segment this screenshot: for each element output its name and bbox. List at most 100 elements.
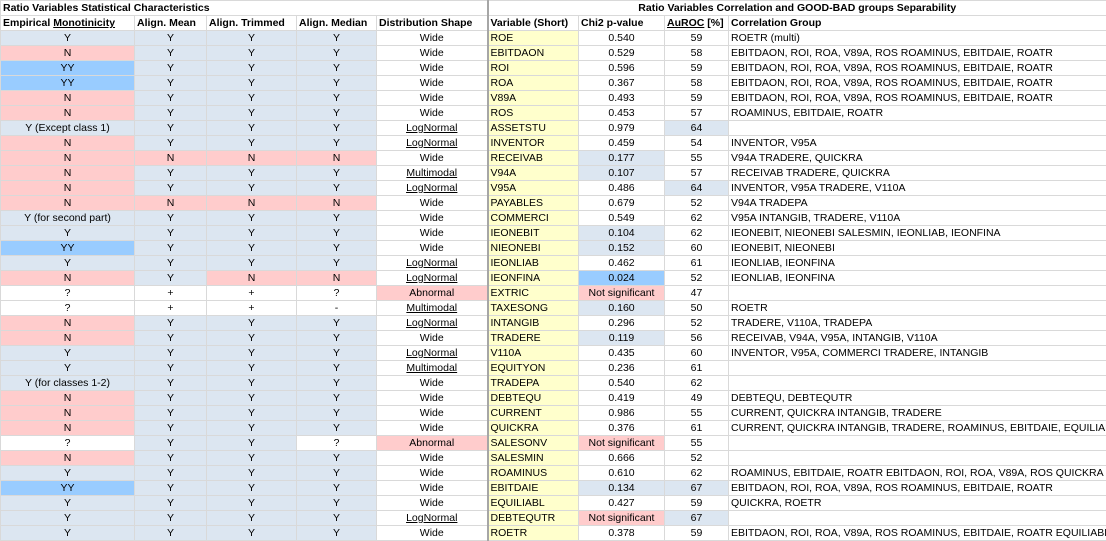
cell-align-mean[interactable]: Y	[134, 435, 207, 451]
cell-correlation-group[interactable]: RECEIVAB, V94A, V95A, INTANGIB, V110A	[727, 330, 1106, 346]
cell-correlation-group[interactable]	[727, 375, 1106, 391]
cell-distribution-shape[interactable]: Wide	[376, 495, 488, 511]
cell-monotonicity[interactable]: YY	[0, 60, 135, 76]
cell-correlation-group[interactable]: IEONLIAB, IEONFINA	[727, 270, 1106, 286]
cell-variable[interactable]: IEONLIAB	[486, 255, 579, 271]
cell-align-trimmed[interactable]: +	[206, 285, 297, 301]
cell-monotonicity[interactable]: Y	[0, 30, 135, 46]
cell-monotonicity[interactable]: N	[0, 180, 135, 196]
cell-align-median[interactable]: Y	[296, 405, 377, 421]
cell-chi2[interactable]: 0.453	[578, 105, 665, 121]
cell-variable[interactable]: ROE	[486, 30, 579, 46]
cell-correlation-group[interactable]: IEONEBIT, NIEONEBI	[727, 240, 1106, 256]
cell-align-median[interactable]: Y	[296, 45, 377, 61]
header-align-trimmed[interactable]: Align. Trimmed	[206, 15, 297, 31]
cell-align-trimmed[interactable]: Y	[206, 330, 297, 346]
cell-auroc[interactable]: 56	[664, 330, 729, 346]
cell-monotonicity[interactable]: Y	[0, 495, 135, 511]
cell-align-mean[interactable]: +	[134, 285, 207, 301]
cell-chi2[interactable]: 0.540	[578, 30, 665, 46]
cell-distribution-shape[interactable]: Wide	[376, 210, 488, 226]
cell-align-trimmed[interactable]: N	[206, 150, 297, 166]
cell-variable[interactable]: ROI	[486, 60, 579, 76]
cell-align-trimmed[interactable]: Y	[206, 420, 297, 436]
cell-align-median[interactable]: Y	[296, 465, 377, 481]
cell-monotonicity[interactable]: N	[0, 45, 135, 61]
cell-align-mean[interactable]: N	[134, 195, 207, 211]
cell-auroc[interactable]: 55	[664, 435, 729, 451]
cell-align-trimmed[interactable]: Y	[206, 210, 297, 226]
cell-variable[interactable]: COMMERCI	[486, 210, 579, 226]
cell-auroc[interactable]: 55	[664, 405, 729, 421]
cell-auroc[interactable]: 64	[664, 120, 729, 136]
cell-align-trimmed[interactable]: Y	[206, 495, 297, 511]
cell-monotonicity[interactable]: N	[0, 195, 135, 211]
cell-auroc[interactable]: 64	[664, 180, 729, 196]
cell-auroc[interactable]: 50	[664, 300, 729, 316]
cell-correlation-group[interactable]: RECEIVAB TRADERE, QUICKRA	[727, 165, 1106, 181]
cell-monotonicity[interactable]: ?	[0, 435, 135, 451]
cell-variable[interactable]: TAXESONG	[486, 300, 579, 316]
cell-monotonicity[interactable]: YY	[0, 75, 135, 91]
cell-align-mean[interactable]: Y	[134, 360, 207, 376]
cell-correlation-group[interactable]: TRADERE, V110A, TRADEPA	[727, 315, 1106, 331]
cell-chi2[interactable]: 0.104	[578, 225, 665, 241]
cell-variable[interactable]: ROETR	[486, 525, 579, 541]
cell-correlation-group[interactable]	[727, 120, 1106, 136]
cell-align-mean[interactable]: Y	[134, 75, 207, 91]
cell-variable[interactable]: INVENTOR	[486, 135, 579, 151]
cell-align-mean[interactable]: Y	[134, 30, 207, 46]
cell-align-trimmed[interactable]: Y	[206, 315, 297, 331]
cell-align-median[interactable]: Y	[296, 375, 377, 391]
cell-align-mean[interactable]: Y	[134, 270, 207, 286]
cell-monotonicity[interactable]: Y	[0, 225, 135, 241]
cell-monotonicity[interactable]: N	[0, 90, 135, 106]
cell-auroc[interactable]: 57	[664, 105, 729, 121]
cell-align-trimmed[interactable]: Y	[206, 45, 297, 61]
cell-monotonicity[interactable]: N	[0, 135, 135, 151]
cell-distribution-shape[interactable]: LogNormal	[376, 315, 488, 331]
cell-align-median[interactable]: Y	[296, 135, 377, 151]
cell-auroc[interactable]: 54	[664, 135, 729, 151]
cell-variable[interactable]: EQUILIABL	[486, 495, 579, 511]
cell-chi2[interactable]: 0.024	[578, 270, 665, 286]
cell-variable[interactable]: INTANGIB	[486, 315, 579, 331]
cell-chi2[interactable]: 0.979	[578, 120, 665, 136]
cell-align-median[interactable]: Y	[296, 495, 377, 511]
cell-monotonicity[interactable]: ?	[0, 300, 135, 316]
cell-align-mean[interactable]: Y	[134, 225, 207, 241]
cell-monotonicity[interactable]: Y	[0, 510, 135, 526]
cell-variable[interactable]: EQUITYON	[486, 360, 579, 376]
cell-auroc[interactable]: 52	[664, 270, 729, 286]
cell-align-median[interactable]: Y	[296, 390, 377, 406]
cell-variable[interactable]: DEBTEQU	[486, 390, 579, 406]
cell-auroc[interactable]: 60	[664, 240, 729, 256]
cell-align-trimmed[interactable]: Y	[206, 105, 297, 121]
cell-align-mean[interactable]: +	[134, 300, 207, 316]
cell-correlation-group[interactable]: QUICKRA, ROETR	[727, 495, 1106, 511]
title-left[interactable]: Ratio Variables Statistical Characterist…	[0, 0, 488, 16]
cell-align-median[interactable]: Y	[296, 120, 377, 136]
cell-variable[interactable]: DEBTEQUTR	[486, 510, 579, 526]
cell-align-trimmed[interactable]: Y	[206, 345, 297, 361]
cell-auroc[interactable]: 62	[664, 375, 729, 391]
cell-distribution-shape[interactable]: Wide	[376, 30, 488, 46]
cell-align-median[interactable]: Y	[296, 105, 377, 121]
cell-distribution-shape[interactable]: LogNormal	[376, 510, 488, 526]
cell-distribution-shape[interactable]: Multimodal	[376, 360, 488, 376]
cell-auroc[interactable]: 59	[664, 60, 729, 76]
cell-variable[interactable]: ROS	[486, 105, 579, 121]
cell-align-trimmed[interactable]: Y	[206, 30, 297, 46]
cell-chi2[interactable]: 0.107	[578, 165, 665, 181]
cell-distribution-shape[interactable]: Multimodal	[376, 165, 488, 181]
cell-align-trimmed[interactable]: Y	[206, 255, 297, 271]
cell-align-trimmed[interactable]: Y	[206, 435, 297, 451]
cell-correlation-group[interactable]: EBITDAON, ROI, ROA, V89A, ROS ROAMINUS, …	[727, 45, 1106, 61]
cell-correlation-group[interactable]	[727, 285, 1106, 301]
cell-align-mean[interactable]: Y	[134, 375, 207, 391]
cell-align-trimmed[interactable]: Y	[206, 405, 297, 421]
cell-chi2[interactable]: 0.486	[578, 180, 665, 196]
cell-chi2[interactable]: 0.236	[578, 360, 665, 376]
cell-monotonicity[interactable]: YY	[0, 480, 135, 496]
cell-align-mean[interactable]: Y	[134, 495, 207, 511]
